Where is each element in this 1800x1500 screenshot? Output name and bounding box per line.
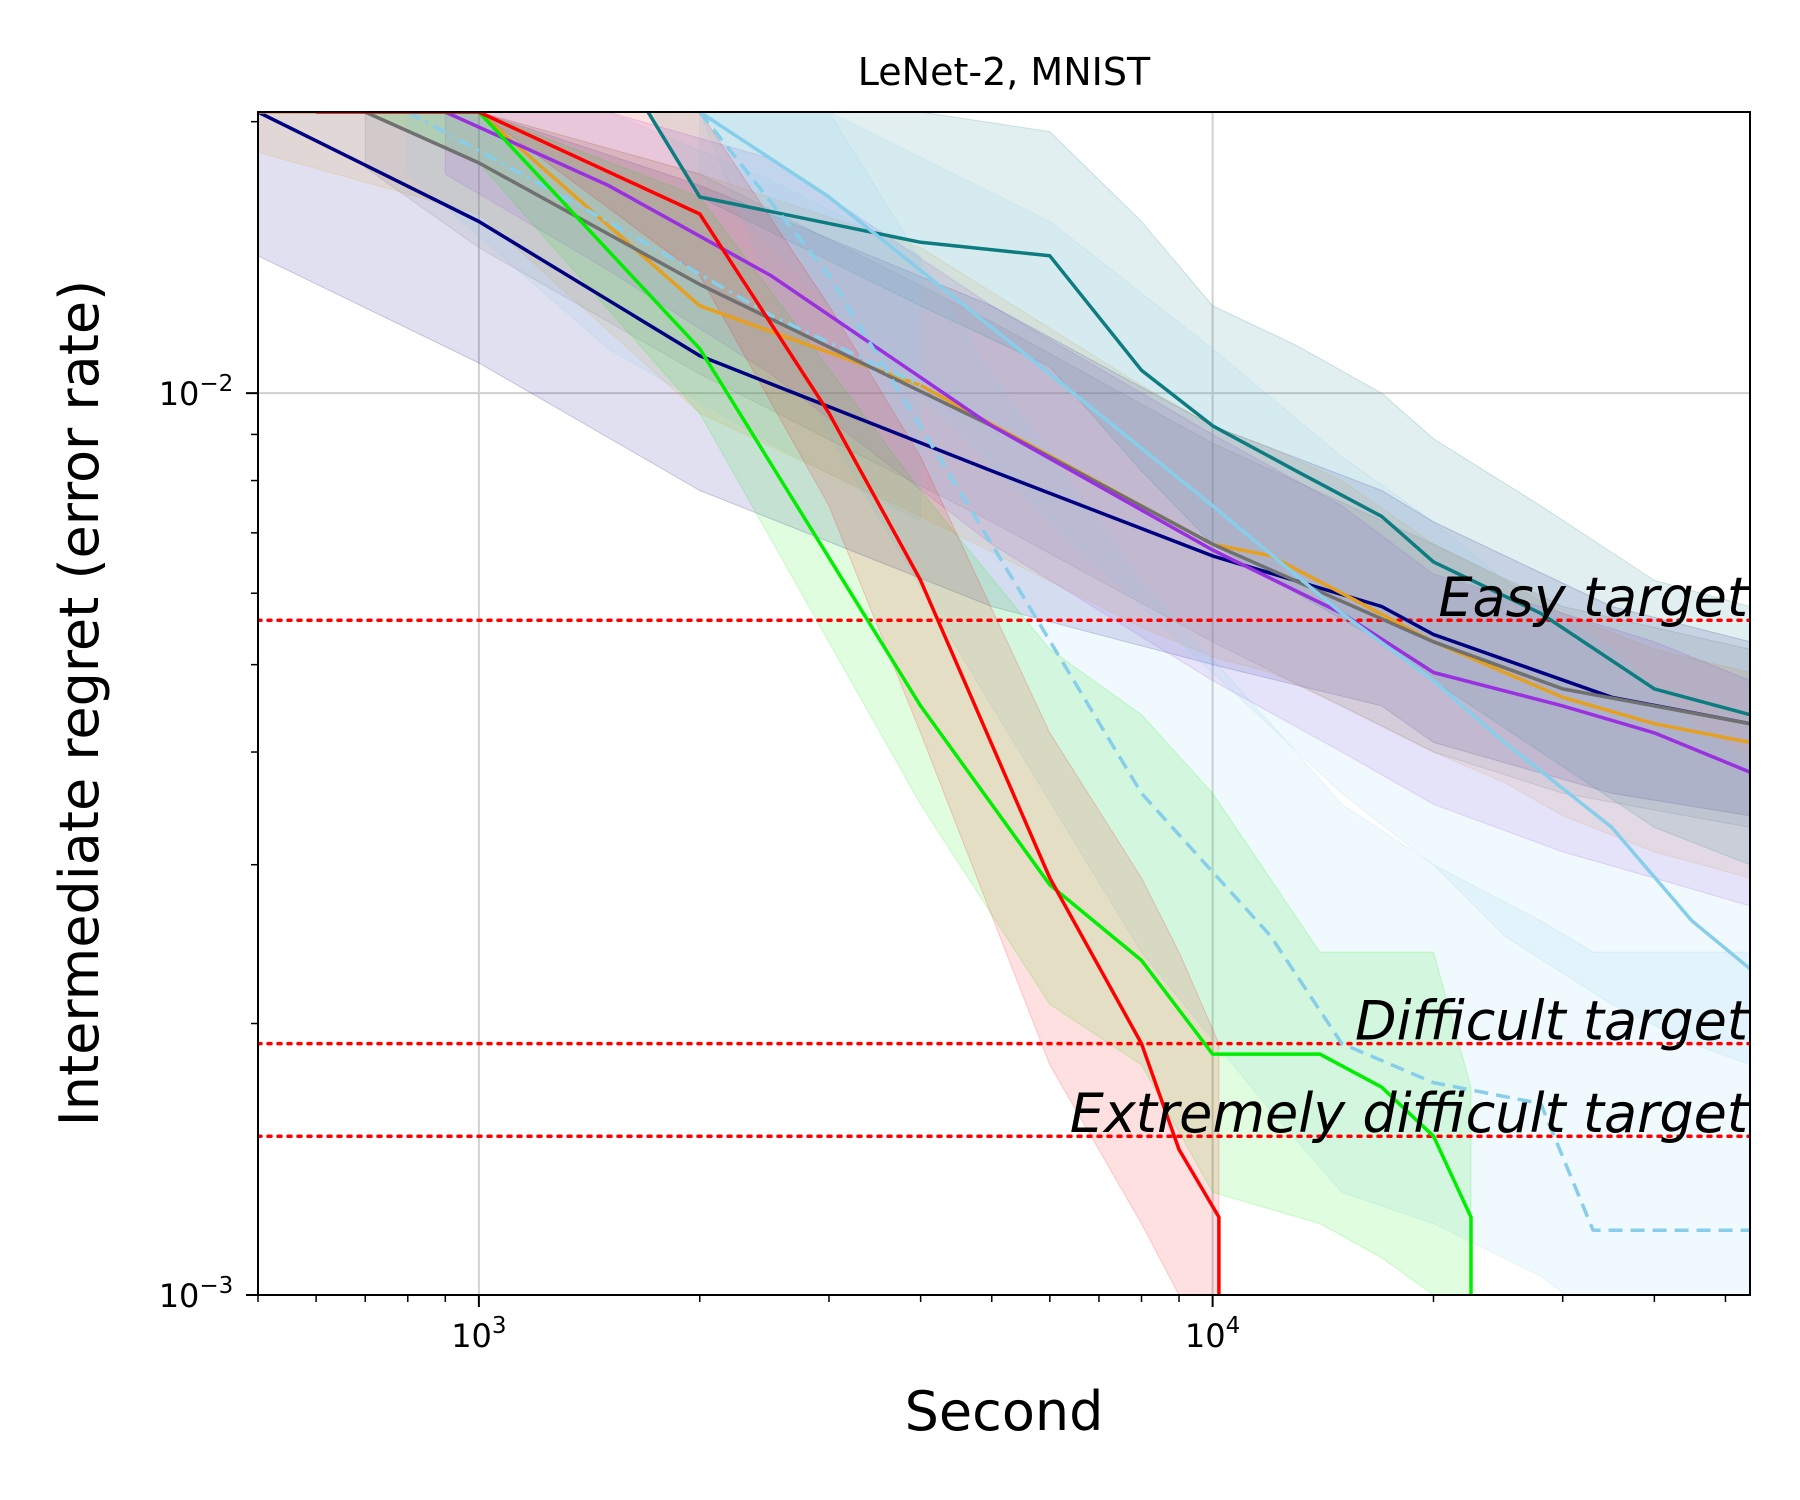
y-tick-label-0: 10−3	[159, 1273, 234, 1315]
series-line-navy	[258, 112, 1750, 726]
x-axis-label: Second	[905, 1380, 1104, 1443]
series-line-gray	[364, 112, 1750, 726]
x-tick-label-1: 104	[1185, 1313, 1240, 1355]
x-tick-label-0: 103	[451, 1313, 506, 1355]
target-lines	[258, 618, 1750, 1138]
grid	[258, 112, 1750, 1295]
band-orange	[258, 112, 1750, 879]
chart-title: LeNet-2, MNIST	[858, 50, 1151, 94]
target-label-difficult: Difficult target	[1355, 990, 1750, 1053]
y-axis-label: Intermediate regret (error rate)	[48, 280, 111, 1126]
band-teal	[647, 112, 1750, 866]
band-skyblue	[699, 112, 1750, 1066]
target-label-easy: Easy target	[1438, 566, 1749, 629]
plot-frame	[257, 111, 1751, 1296]
target-labels: Easy target Difficult target Extremely dif…	[1070, 566, 1750, 1145]
series-lines	[258, 112, 1750, 1295]
series-line-purple	[444, 112, 1750, 774]
band-purple	[444, 112, 1750, 907]
series-line-skyblue-dashdot	[406, 112, 922, 387]
series-line-green	[365, 112, 1473, 1295]
y-tick-label-1: 10−2	[159, 371, 234, 413]
target-label-extremely-difficult: Extremely difficult target	[1070, 1082, 1750, 1145]
series-line-skyblue	[698, 112, 1750, 971]
series-line-red	[316, 112, 1221, 1295]
series-line-skyblue-dashed	[698, 112, 1750, 1232]
series-line-teal	[646, 112, 1750, 717]
